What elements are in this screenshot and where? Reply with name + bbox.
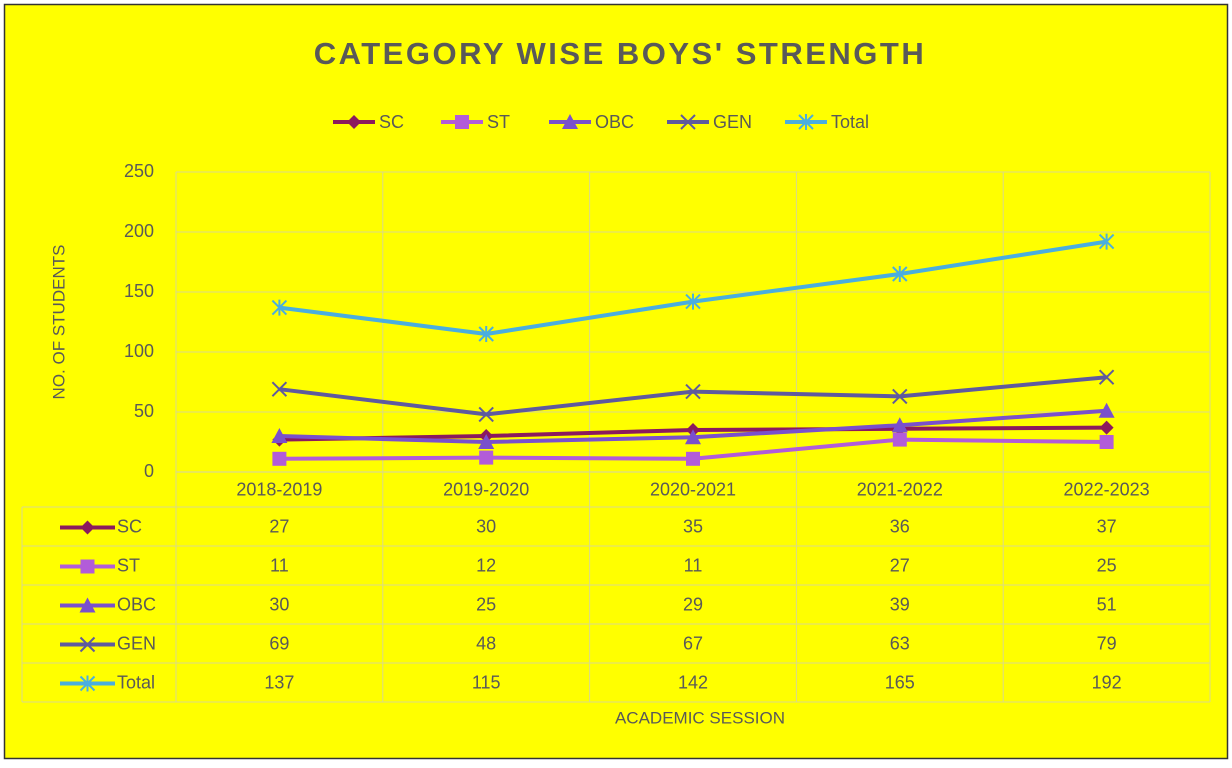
chart-background — [3, 3, 1229, 760]
marker — [79, 597, 96, 613]
marker — [79, 675, 96, 692]
marker — [1098, 233, 1115, 250]
y-tick-label: 0 — [144, 461, 154, 481]
legend-label: SC — [379, 112, 404, 132]
marker — [685, 429, 701, 445]
y-tick-label: 50 — [134, 401, 154, 421]
table-cell: 142 — [678, 672, 708, 692]
table-cell: 79 — [1097, 633, 1117, 653]
table-cell: 63 — [890, 633, 910, 653]
legend-label: OBC — [595, 112, 634, 132]
marker — [455, 115, 469, 129]
marker — [798, 114, 814, 130]
marker — [686, 451, 700, 466]
table-cell: 115 — [472, 672, 501, 692]
y-axis-title: NO. OF STUDENTS — [49, 245, 68, 400]
table-cell: 12 — [476, 555, 496, 575]
marker — [271, 428, 288, 443]
table-cell: 69 — [269, 633, 289, 653]
x-tick-label: 2020-2021 — [650, 479, 736, 499]
chart-title: CATEGORY WISE BOYS' STRENGTH — [314, 36, 926, 71]
legend-label: GEN — [713, 112, 752, 132]
table-cell: 36 — [890, 516, 910, 536]
table-cell: 137 — [264, 672, 294, 692]
x-tick-label: 2019-2020 — [443, 479, 529, 499]
marker — [1098, 369, 1115, 385]
table-cell: 165 — [885, 672, 915, 692]
y-tick-label: 100 — [124, 341, 154, 361]
table-row-label: Total — [117, 672, 155, 692]
table-cell: 11 — [270, 555, 289, 575]
marker — [478, 326, 494, 342]
marker — [892, 388, 908, 405]
table-cell: 30 — [269, 594, 289, 614]
marker — [891, 417, 908, 433]
marker — [478, 406, 494, 423]
x-axis-title: ACADEMIC SESSION — [615, 708, 785, 727]
legend-label: ST — [487, 112, 510, 132]
marker — [80, 559, 95, 574]
marker — [1098, 402, 1115, 418]
legend-label: Total — [831, 112, 869, 132]
table-cell: 25 — [1097, 555, 1117, 575]
marker — [892, 432, 907, 447]
marker — [1099, 435, 1114, 449]
marker — [271, 381, 288, 397]
marker — [892, 266, 908, 282]
table-cell: 25 — [476, 594, 496, 614]
table-cell: 27 — [269, 516, 289, 536]
y-tick-label: 200 — [124, 221, 154, 241]
table-cell: 51 — [1097, 594, 1117, 614]
marker — [685, 383, 701, 400]
marker — [271, 299, 288, 316]
table-cell: 35 — [683, 516, 703, 536]
marker — [562, 114, 578, 129]
table-cell: 29 — [683, 594, 703, 614]
x-tick-label: 2018-2019 — [236, 479, 322, 499]
x-tick-label: 2021-2022 — [857, 479, 943, 499]
table-row-label: GEN — [117, 633, 156, 653]
table-cell: 30 — [476, 516, 496, 536]
table-cell: 39 — [890, 594, 910, 614]
marker — [479, 450, 494, 465]
table-row-label: SC — [117, 516, 142, 536]
marker — [680, 114, 696, 130]
marker — [478, 434, 495, 449]
table-cell: 27 — [890, 555, 910, 575]
table-row-label: ST — [117, 555, 140, 575]
x-tick-label: 2022-2023 — [1064, 479, 1150, 499]
y-tick-label: 250 — [124, 161, 154, 181]
marker — [347, 115, 361, 129]
marker — [79, 636, 96, 653]
table-cell: 37 — [1097, 516, 1117, 536]
table-cell: 48 — [476, 633, 496, 653]
table-cell: 192 — [1092, 672, 1122, 692]
marker — [1099, 420, 1114, 435]
marker — [80, 520, 95, 535]
marker — [685, 293, 701, 310]
table-row-label: OBC — [117, 594, 156, 614]
marker — [272, 451, 287, 466]
table-cell: 11 — [684, 555, 703, 575]
table-cell: 67 — [683, 633, 703, 653]
y-tick-label: 150 — [124, 281, 154, 301]
